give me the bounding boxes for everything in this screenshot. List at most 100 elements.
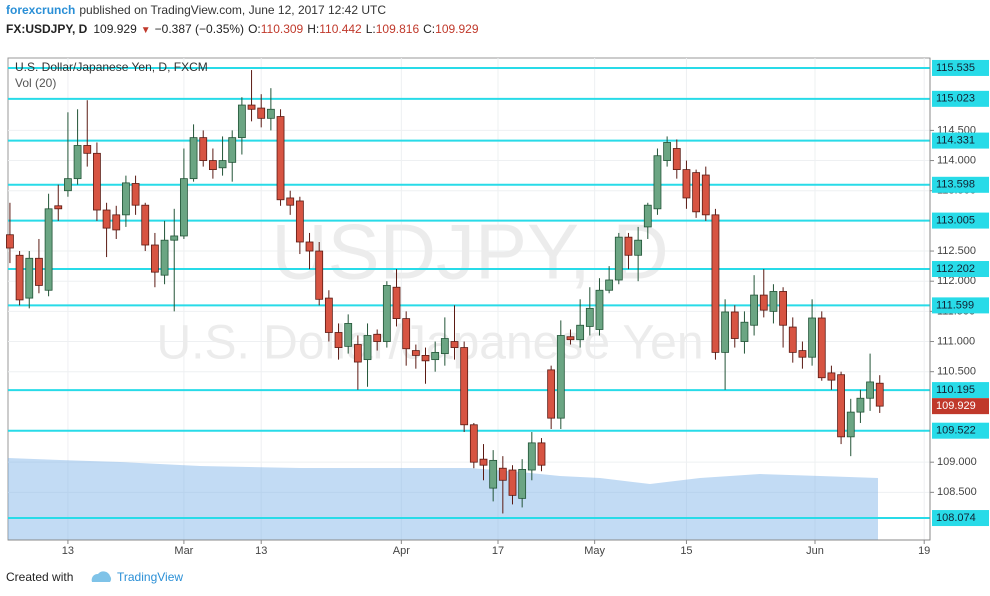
watermark: U.S. Dollar/Japanese Yen [156, 317, 703, 370]
candle-body [131, 183, 140, 206]
candle-body [827, 372, 836, 381]
candle-body [247, 104, 256, 110]
candle-body [54, 205, 63, 210]
candle-body [64, 178, 72, 192]
candle-body [151, 244, 159, 273]
candle-body [83, 145, 92, 154]
y-tick-label: 112.500 [937, 245, 976, 257]
candle-body [35, 257, 43, 286]
candle-body [382, 285, 391, 342]
levels [8, 66, 930, 520]
level-label-box [932, 510, 989, 527]
candle-body [6, 234, 14, 249]
candle-body [208, 160, 217, 171]
candle-body [228, 137, 237, 163]
candle-body [866, 381, 874, 399]
candle-body [102, 209, 111, 229]
candle-body [788, 326, 797, 353]
candle-body [460, 347, 469, 426]
ohlc-label: O: [248, 22, 261, 36]
candle-body [315, 250, 324, 300]
level-label-box [932, 382, 989, 399]
header-line: forexcrunch published on TradingView.com,… [6, 3, 386, 17]
candle-body [363, 335, 372, 361]
candle-body [237, 104, 246, 139]
candle-body [614, 236, 623, 281]
x-tick-label: Apr [393, 545, 410, 557]
candle-body [44, 208, 53, 291]
candle-body [663, 142, 672, 161]
watermark: USDJPY, D [271, 208, 668, 296]
candle-body [257, 107, 266, 119]
volume-label: Vol (20) [15, 76, 56, 90]
candle-body [634, 239, 643, 256]
direction: ▼ [141, 25, 151, 36]
candle-body [721, 311, 730, 353]
level-label-box [932, 261, 989, 278]
candle-body [93, 152, 101, 211]
candle-body [286, 197, 295, 206]
candle-body [160, 239, 169, 276]
candle-body [701, 174, 710, 216]
candle-body [624, 236, 633, 256]
candle-body [305, 241, 314, 252]
candle-body [585, 307, 594, 327]
candle-body [576, 324, 585, 341]
y-tick-label: 108.500 [937, 486, 977, 498]
level-label-box [932, 59, 989, 76]
candle-body [421, 355, 430, 362]
price-label: 109.929 [936, 400, 976, 412]
candle-body [295, 200, 304, 243]
level-label: 112.202 [936, 263, 975, 275]
symbol: FX:USDJPY, D [6, 22, 88, 36]
candle-body [518, 469, 527, 499]
x-tick-label: 13 [255, 545, 267, 557]
price-label-box [932, 398, 989, 415]
candle-body [411, 350, 420, 356]
close-value: 109.929 [435, 22, 479, 36]
candle-body [808, 317, 816, 358]
candle-body [112, 214, 121, 231]
candle-body [846, 411, 855, 438]
candle-body [653, 155, 662, 210]
candle-body [595, 289, 604, 330]
candle-body [450, 341, 459, 348]
candle-body [431, 351, 440, 361]
candle-body [837, 374, 845, 438]
level-label: 109.522 [936, 425, 976, 437]
high-value: 110.442 [319, 22, 362, 36]
candle-body [556, 335, 565, 419]
level-label: 108.074 [936, 512, 976, 524]
candle-body [779, 291, 787, 326]
candle-body [15, 254, 24, 301]
candle-body [122, 182, 130, 216]
ohlc-label: L: [366, 22, 376, 36]
candle-body [740, 321, 749, 342]
level-label-box [932, 132, 989, 149]
candle-body [266, 108, 275, 119]
candle-body [537, 442, 546, 466]
candle-body [547, 369, 556, 419]
x-tick-label: 13 [62, 545, 74, 557]
candle-body [856, 397, 865, 413]
candle-body [759, 294, 768, 311]
publisher: forexcrunch [6, 3, 75, 17]
candle-body [189, 137, 198, 180]
level-label: 115.023 [936, 93, 975, 105]
footer-created: Created with [6, 570, 73, 584]
candle-body [711, 214, 720, 353]
x-tick-label: May [584, 545, 605, 557]
footer-brand[interactable]: TradingView [117, 570, 183, 584]
candle-body [750, 294, 759, 326]
candle-body [402, 318, 411, 350]
change: −0.387 (−0.35%) [155, 22, 244, 36]
tradingview-logo [91, 571, 111, 582]
candle-body [730, 311, 739, 339]
x-tick-label: Mar [174, 545, 193, 557]
candle-body [170, 235, 179, 241]
candle-body [489, 459, 498, 489]
candle-body [141, 204, 150, 246]
candle-body [875, 382, 884, 407]
